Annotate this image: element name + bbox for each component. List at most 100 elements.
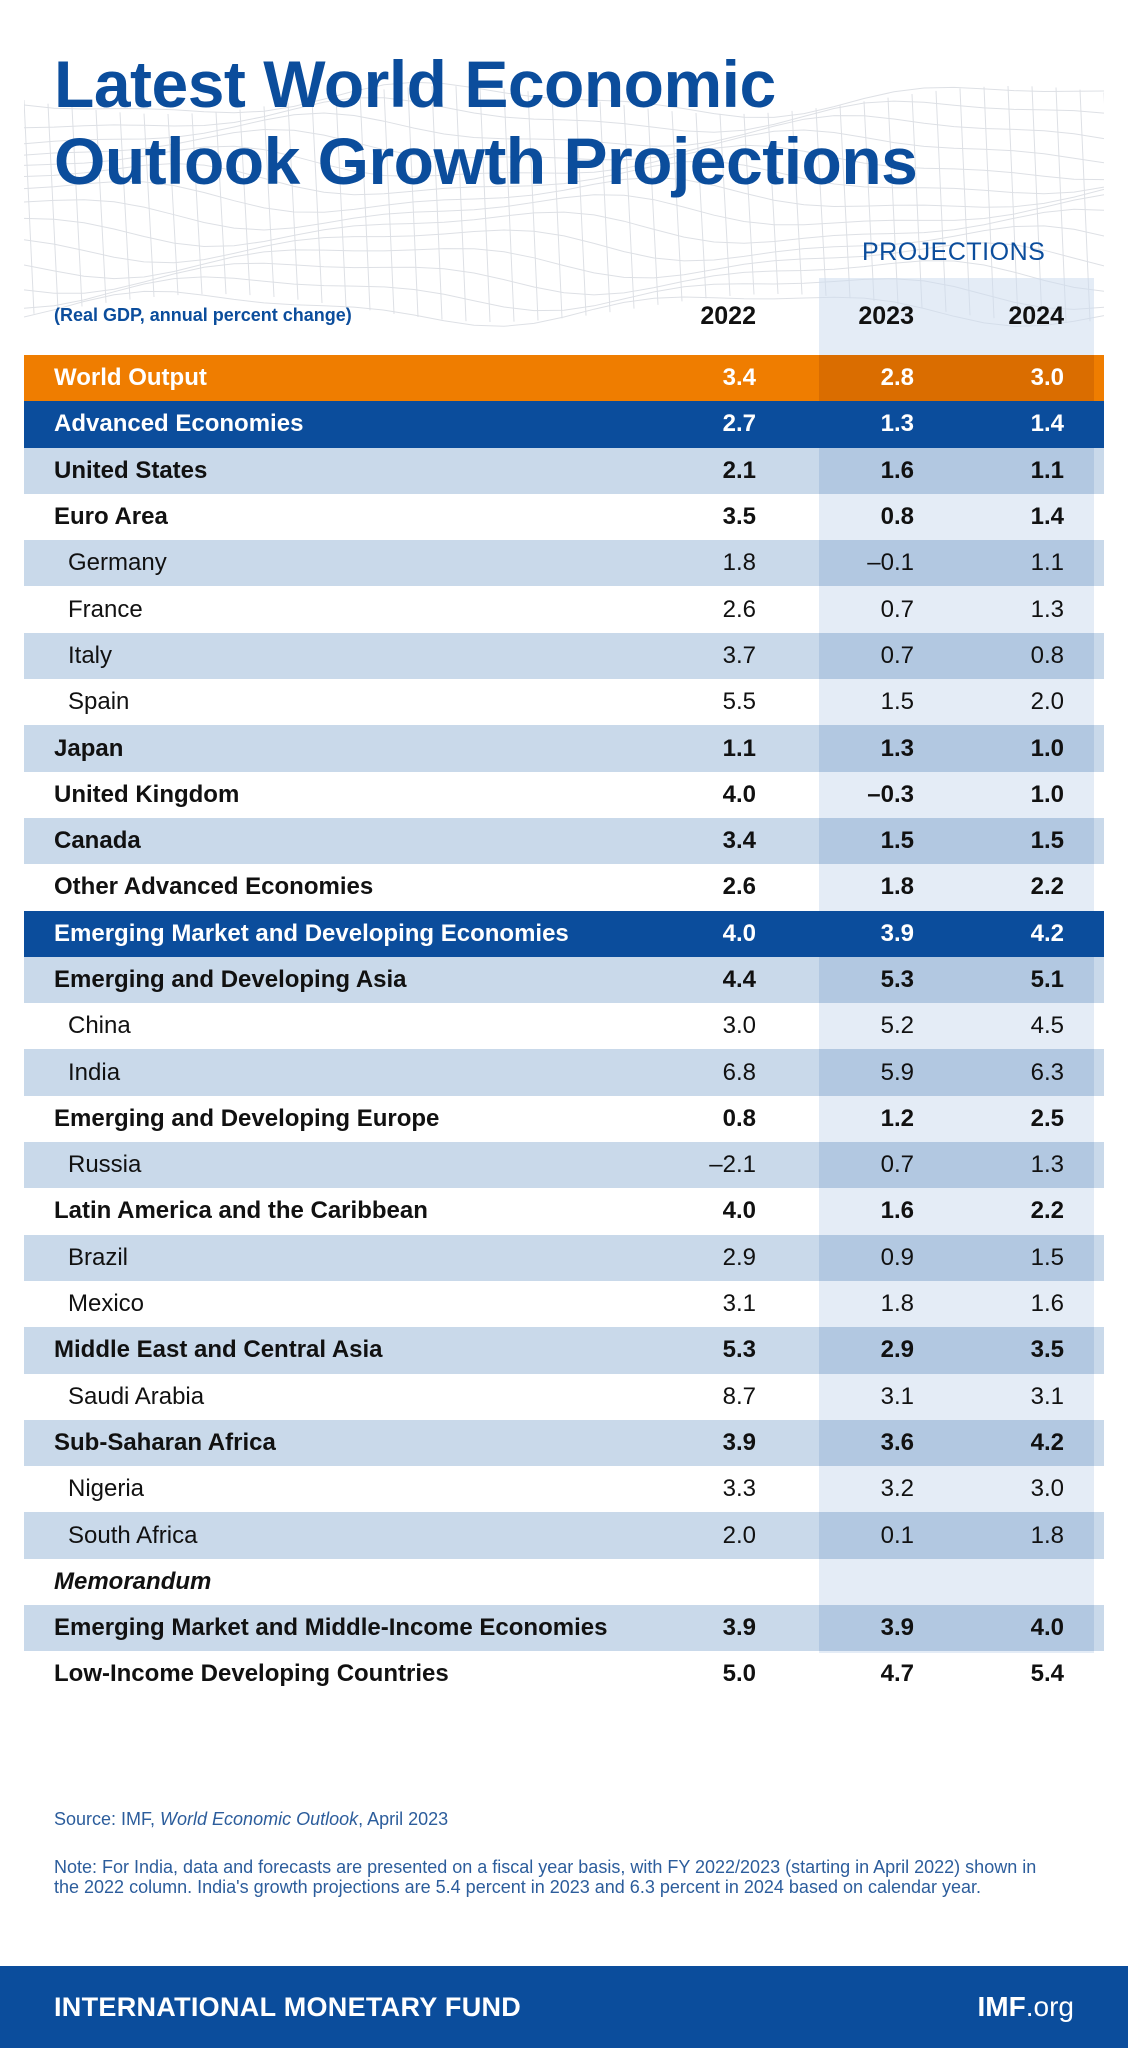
cell-value-2023: 3.9 xyxy=(880,919,914,947)
table-row: Emerging and Developing Europe 0.8 1.2 2.5 xyxy=(24,1096,1104,1142)
table-row: Brazil 2.9 0.9 1.5 xyxy=(24,1234,1104,1281)
cell-value-2022: 3.4 xyxy=(722,827,756,855)
row-label: Spain xyxy=(68,688,130,716)
cell-value-2024: 3.1 xyxy=(1030,1382,1064,1410)
table-row: Emerging and Developing Asia 4.4 5.3 5.1 xyxy=(24,956,1104,1004)
cell-value-2022: 2.0 xyxy=(722,1521,756,1549)
cell-value-2023: 0.1 xyxy=(880,1521,914,1549)
table-row: Russia –2.1 0.7 1.3 xyxy=(24,1142,1104,1189)
wire-line xyxy=(935,90,947,312)
column-header-2022: 2022 xyxy=(700,302,756,330)
cell-value-2024: 3.0 xyxy=(1030,1475,1064,1503)
row-label: Nigeria xyxy=(68,1475,145,1503)
cell-value-2022: 4.0 xyxy=(722,1197,756,1225)
wire-line xyxy=(24,97,1104,133)
cell-value-2023: 3.2 xyxy=(880,1475,914,1503)
cell-value-2023: 0.9 xyxy=(880,1243,914,1271)
cell-value-2024: 2.5 xyxy=(1030,1104,1064,1132)
row-label: Middle East and Central Asia xyxy=(54,1336,383,1364)
row-label: China xyxy=(68,1012,131,1040)
cell-value-2024: 1.5 xyxy=(1030,827,1064,855)
wire-line xyxy=(599,101,611,313)
projection-shade xyxy=(819,956,1094,1004)
wire-line xyxy=(24,208,1104,248)
projection-shade xyxy=(819,447,1094,494)
table-row: Mexico 3.1 1.8 1.6 xyxy=(24,1281,1104,1327)
wire-line xyxy=(359,92,371,311)
row-label: United Kingdom xyxy=(54,780,240,808)
cell-value-2022: 3.9 xyxy=(722,1428,756,1456)
cell-value-2024: 4.2 xyxy=(1030,1428,1064,1456)
cell-value-2022: 3.0 xyxy=(722,1012,756,1040)
wire-line xyxy=(863,101,875,302)
wire-line xyxy=(911,93,923,309)
wire-line xyxy=(191,113,203,295)
table-row: Euro Area 3.5 0.8 1.4 xyxy=(24,494,1104,540)
table-row: Italy 3.7 0.7 0.8 xyxy=(24,632,1104,680)
column-header-2024: 2024 xyxy=(1008,302,1064,330)
wire-line xyxy=(24,144,1104,181)
row-label: World Output xyxy=(54,364,207,392)
cell-value-2022: 3.1 xyxy=(722,1290,756,1318)
table-row: Sub-Saharan Africa 3.9 3.6 4.2 xyxy=(24,1419,1104,1467)
table-row: Spain 5.5 1.5 2.0 xyxy=(24,679,1104,725)
cell-value-2022: 5.3 xyxy=(722,1336,756,1364)
cell-value-2022: 4.4 xyxy=(722,966,756,993)
source-suffix: , April 2023 xyxy=(358,1809,449,1829)
wire-line xyxy=(24,242,1104,280)
cell-value-2023: 0.7 xyxy=(880,595,914,623)
table-row: Middle East and Central Asia 5.3 2.9 3.5 xyxy=(24,1327,1104,1374)
wire-line xyxy=(959,88,971,316)
cell-value-2024: 4.2 xyxy=(1030,919,1064,947)
cell-value-2024: 1.3 xyxy=(1030,595,1064,623)
cell-value-2022: 0.8 xyxy=(722,1104,756,1132)
table-row: Advanced Economies 2.7 1.3 1.4 xyxy=(24,401,1104,448)
wire-line xyxy=(24,160,1104,196)
source-prefix: Source: IMF, xyxy=(54,1809,161,1829)
table-row: China 3.0 5.2 4.5 xyxy=(24,1003,1104,1049)
projection-shade xyxy=(819,1234,1094,1281)
wire-line xyxy=(239,109,251,296)
cell-value-2022: 3.4 xyxy=(722,364,756,392)
table-row: Emerging Market and Developing Economies… xyxy=(24,910,1104,957)
projection-shade xyxy=(819,725,1094,772)
cell-value-2023: 2.8 xyxy=(880,364,914,392)
wire-line xyxy=(431,86,443,320)
wire-line xyxy=(887,97,899,305)
cell-value-2023: 1.5 xyxy=(880,827,914,855)
wire-line xyxy=(311,99,323,304)
table-row: Latin America and the Caribbean 4.0 1.6 2.2 xyxy=(24,1188,1104,1234)
cell-value-2022: 1.1 xyxy=(722,734,756,762)
cell-value-2022: 3.9 xyxy=(722,1614,756,1642)
row-label: Euro Area xyxy=(54,503,168,531)
table-row: Germany 1.8 –0.1 1.1 xyxy=(24,540,1104,587)
cell-value-2024: 4.0 xyxy=(1030,1614,1064,1642)
cell-value-2024: 4.5 xyxy=(1030,1012,1064,1040)
wire-line xyxy=(479,86,491,323)
row-label: South Africa xyxy=(68,1521,198,1549)
cell-value-2023: 0.8 xyxy=(880,503,914,531)
footer-site-link[interactable]: IMF.org xyxy=(978,1991,1074,2023)
wire-line xyxy=(24,194,1104,231)
projection-shade xyxy=(819,540,1094,587)
note-text: Note: For India, data and forecasts are … xyxy=(54,1857,1037,1898)
table-row: Other Advanced Economies 2.6 1.8 2.2 xyxy=(24,864,1104,910)
table-row: France 2.6 0.7 1.3 xyxy=(24,586,1104,632)
table-row: Emerging Market and Middle-Income Econom… xyxy=(24,1605,1104,1652)
row-label: Emerging Market and Middle-Income Econom… xyxy=(54,1614,608,1642)
wire-line xyxy=(24,99,35,314)
cell-value-2023: 1.2 xyxy=(880,1104,914,1132)
footer-bar: INTERNATIONAL MONETARY FUND IMF.org xyxy=(0,1966,1128,2048)
table-row: Memorandum xyxy=(24,1559,1104,1605)
source-line: Source: IMF, World Economic Outlook, Apr… xyxy=(54,1809,448,1830)
table-row: Low-Income Developing Countries 5.0 4.7 5.4 xyxy=(24,1651,1104,1697)
wire-line xyxy=(551,94,563,319)
cell-value-2022: 6.8 xyxy=(722,1058,756,1086)
wire-line xyxy=(24,112,1104,147)
cell-value-2023: 4.7 xyxy=(880,1660,914,1688)
wire-line xyxy=(503,88,515,322)
source-title: World Economic Outlook xyxy=(160,1809,359,1829)
wire-line xyxy=(335,95,347,307)
cell-value-2022: –2.1 xyxy=(709,1151,756,1179)
